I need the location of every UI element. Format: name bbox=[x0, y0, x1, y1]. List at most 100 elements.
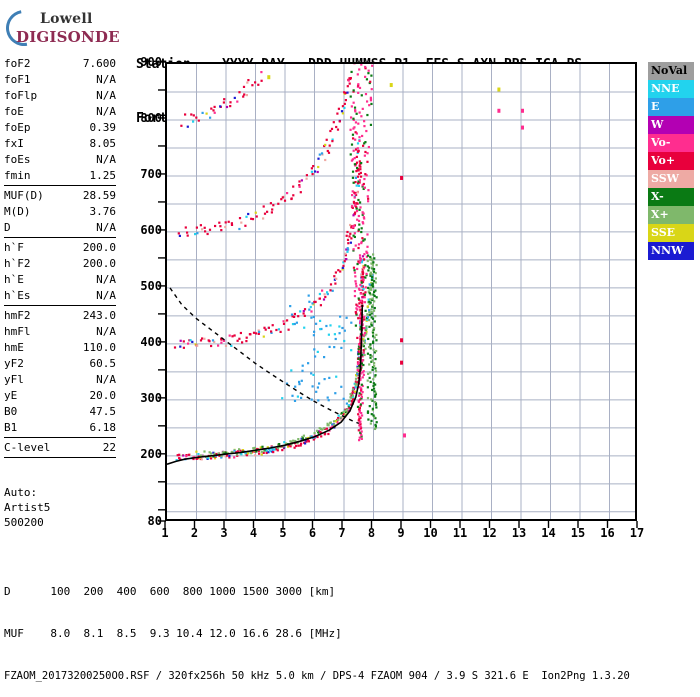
logo-lowell-text: Lowell bbox=[40, 11, 93, 27]
x-tick-label: 1 bbox=[161, 526, 168, 540]
footer-muf-row: MUF 8.0 8.1 8.5 9.3 10.4 12.0 16.6 28.6 … bbox=[4, 627, 630, 641]
x-tick-label: 12 bbox=[482, 526, 496, 540]
param-key: yE bbox=[4, 388, 17, 404]
legend-item-x[interactable]: X+ bbox=[648, 206, 694, 224]
param-key: foFlp bbox=[4, 88, 37, 104]
param-key: h`Es bbox=[4, 288, 31, 304]
ionogram-plot-area[interactable] bbox=[165, 62, 637, 521]
param-key: h`E bbox=[4, 272, 24, 288]
footer-info: D 100 200 400 600 800 1000 1500 3000 [km… bbox=[4, 557, 630, 697]
x-tick-label: 10 bbox=[423, 526, 437, 540]
param-value: 7.600 bbox=[83, 56, 116, 72]
x-tick-label: 11 bbox=[453, 526, 467, 540]
param-key: foE bbox=[4, 104, 24, 120]
x-tick-label: 16 bbox=[600, 526, 614, 540]
param-row-foflp: foFlp N/A bbox=[4, 88, 116, 104]
legend-item-e[interactable]: E bbox=[648, 98, 694, 116]
x-tick-label: 13 bbox=[512, 526, 526, 540]
auto-label: Auto: bbox=[4, 485, 50, 500]
param-key: hmF2 bbox=[4, 308, 31, 324]
isolated-echoes bbox=[267, 75, 524, 437]
lowell-digisonde-logo: Lowell DIGISONDE bbox=[4, 6, 124, 48]
param-value: 110.0 bbox=[83, 340, 116, 356]
param-key: foF2 bbox=[4, 56, 31, 72]
param-row-foe: foE N/A bbox=[4, 104, 116, 120]
param-key: yFl bbox=[4, 372, 24, 388]
legend-item-vo[interactable]: Vo+ bbox=[648, 152, 694, 170]
auto-name: Artist5 bbox=[4, 500, 50, 515]
legend-item-x[interactable]: X- bbox=[648, 188, 694, 206]
param-value: N/A bbox=[96, 372, 116, 388]
param-value: 60.5 bbox=[90, 356, 117, 372]
legend-item-noval[interactable]: NoVal bbox=[648, 62, 694, 80]
param-row-foep: foEp 0.39 bbox=[4, 120, 116, 136]
param-key: fmin bbox=[4, 168, 31, 184]
param-key: fxI bbox=[4, 136, 24, 152]
legend-item-nne[interactable]: NNE bbox=[648, 80, 694, 98]
param-key: foEp bbox=[4, 120, 31, 136]
autoscaling-info: Auto: Artist5 500200 bbox=[4, 485, 50, 530]
param-value: 28.59 bbox=[83, 188, 116, 204]
param-value: 3.76 bbox=[90, 204, 117, 220]
logo-digisonde-text: DIGISONDE bbox=[16, 28, 120, 46]
x-tick-label: 4 bbox=[250, 526, 257, 540]
x-tick-label: 2 bbox=[191, 526, 198, 540]
x-tick-label: 3 bbox=[220, 526, 227, 540]
param-row-fxi: fxI 8.05 bbox=[4, 136, 116, 152]
param-value: N/A bbox=[96, 288, 116, 304]
param-value: N/A bbox=[96, 104, 116, 120]
x-tick-label: 5 bbox=[279, 526, 286, 540]
data-trace bbox=[180, 71, 262, 128]
param-value: N/A bbox=[96, 152, 116, 168]
muf-dashed-curve bbox=[170, 288, 359, 424]
auto-code: 500200 bbox=[4, 515, 50, 530]
param-value: 47.5 bbox=[90, 404, 117, 420]
y-tick-label: 800 bbox=[140, 111, 162, 125]
legend-item-vo[interactable]: Vo- bbox=[648, 134, 694, 152]
param-row-foes: foEs N/A bbox=[4, 152, 116, 168]
ionogram-canvas[interactable] bbox=[165, 62, 637, 521]
param-value: 0.39 bbox=[90, 120, 117, 136]
param-row-he: h`E N/A bbox=[4, 272, 116, 288]
param-value: 6.18 bbox=[90, 420, 117, 436]
ionogram-svg bbox=[167, 64, 637, 521]
data-trace bbox=[176, 255, 366, 461]
legend-item-sse[interactable]: SSE bbox=[648, 224, 694, 242]
param-key: foEs bbox=[4, 152, 31, 168]
y-tick-label: 300 bbox=[140, 391, 162, 405]
param-value: N/A bbox=[96, 324, 116, 340]
x-tick-label: 15 bbox=[571, 526, 585, 540]
param-value: 200.0 bbox=[83, 240, 116, 256]
legend-item-nnw[interactable]: NNW bbox=[648, 242, 694, 260]
param-key: foF1 bbox=[4, 72, 31, 88]
footer-filename-row: FZAOM_20173200250O0.RSF / 320fx256h 50 k… bbox=[4, 669, 630, 683]
legend-item-w[interactable]: W bbox=[648, 116, 694, 134]
param-key: M(D) bbox=[4, 204, 31, 220]
param-value: 8.05 bbox=[90, 136, 117, 152]
param-row-yfl: yFl N/A bbox=[4, 372, 116, 388]
legend-item-ssw[interactable]: SSW bbox=[648, 170, 694, 188]
param-value: N/A bbox=[96, 272, 116, 288]
y-tick-label: 500 bbox=[140, 279, 162, 293]
param-value: N/A bbox=[96, 88, 116, 104]
data-trace bbox=[178, 77, 352, 237]
y-tick-label: 900 bbox=[140, 55, 162, 69]
param-row-hes: h`Es N/A bbox=[4, 288, 116, 304]
param-key: D bbox=[4, 220, 11, 236]
